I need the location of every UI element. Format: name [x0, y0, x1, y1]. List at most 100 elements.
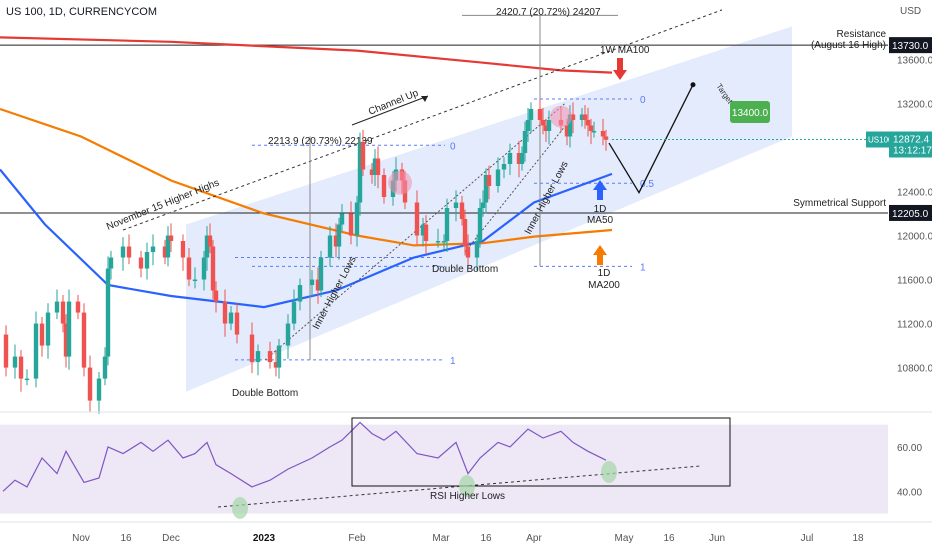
candle-body	[33, 323, 39, 379]
candle-body	[441, 241, 447, 243]
candle-body	[192, 279, 198, 282]
time-axis-tick: May	[615, 533, 634, 544]
resistance-note: (August 16 High)	[811, 40, 886, 51]
price-axis-tick: 12000.0	[897, 232, 932, 243]
time-axis-tick: Feb	[348, 533, 366, 544]
measurement-label: 2420.7 (20.72%) 24207	[496, 7, 601, 18]
candle-body	[165, 235, 171, 258]
ma50-label: 1D	[594, 204, 607, 215]
rsi-higher-lows-label: RSI Higher Lows	[430, 491, 505, 502]
candle-body	[162, 246, 168, 258]
price-axis-tick: 13200.0	[897, 99, 932, 110]
candle-body	[18, 356, 24, 379]
rsi-range-box	[351, 417, 731, 487]
candle-body	[579, 114, 585, 120]
ma50-label: MA50	[587, 215, 614, 226]
candle-body	[339, 213, 345, 225]
candle-body	[465, 246, 471, 258]
candle-body	[285, 323, 291, 346]
resistance-label: Resistance	[837, 29, 887, 40]
symbol-tag	[866, 131, 890, 148]
measurement-label: 2213.9 (20.73%) 22139	[268, 136, 373, 147]
currency-label: USD	[900, 6, 921, 17]
candle-body	[213, 290, 219, 302]
candle-body	[591, 130, 597, 133]
rsi-low-marker	[601, 461, 617, 483]
fib-level-label: 0	[450, 141, 456, 152]
candle-body	[507, 152, 513, 164]
ma100-arrow	[613, 58, 627, 80]
candle-body	[45, 312, 51, 346]
candle-body	[375, 158, 381, 175]
candle-body	[570, 114, 576, 120]
candle-body	[201, 257, 207, 280]
current-price-tag	[889, 131, 932, 158]
target-price-badge	[730, 101, 770, 123]
time-axis-tick: 2023	[253, 533, 276, 544]
candle-body	[582, 114, 588, 120]
rsi-line	[2, 421, 607, 492]
candle-body	[228, 312, 234, 324]
candle-body	[516, 152, 522, 164]
candle-body	[120, 246, 126, 258]
time-axis-tick: Apr	[526, 533, 542, 544]
candle-body	[144, 252, 150, 269]
candle-body	[495, 169, 501, 186]
candle-body	[537, 108, 543, 120]
candle-body	[204, 235, 210, 258]
ma200-label: 1D	[598, 268, 611, 279]
candle-body	[453, 202, 459, 209]
candle-body	[435, 241, 441, 243]
candle-body	[483, 174, 489, 203]
symbol-tag-label: US100	[868, 136, 893, 145]
rsi-axis-tick: 60.00	[897, 443, 922, 454]
level-price-tag-label: 12205.0	[892, 209, 929, 220]
candle-body	[564, 125, 570, 137]
price-axis-tick: 11200.0	[897, 320, 932, 331]
candle-body	[414, 202, 420, 236]
candle-body	[210, 246, 216, 291]
time-axis-tick: 16	[120, 533, 132, 544]
time-axis-tick: Dec	[162, 533, 180, 544]
double-bottom-label: Double Bottom	[432, 264, 498, 275]
price-axis-tick: 10800.0	[897, 364, 932, 375]
candle-body	[501, 163, 507, 170]
candle-body	[567, 114, 573, 137]
ma200-arrow	[593, 245, 607, 265]
candle-body	[519, 152, 525, 164]
candle-body	[522, 130, 528, 153]
level-price-tag	[889, 204, 932, 221]
candle-body	[267, 351, 273, 363]
channel-arrow	[351, 95, 429, 126]
level-price-tag	[889, 37, 932, 54]
rsi-band	[0, 424, 888, 514]
channel-up-area	[186, 26, 792, 392]
candle-body	[87, 367, 93, 401]
level-price-tag-label: 13730.0	[892, 41, 929, 52]
candle-body	[357, 141, 363, 203]
rsi-low-marker	[459, 475, 475, 497]
candle-body	[75, 301, 81, 313]
price-axis-tick: 12400.0	[897, 187, 932, 198]
target-point	[690, 82, 696, 88]
fib-level-label: 0	[640, 95, 646, 106]
candle-body	[474, 241, 480, 258]
candle-body	[291, 301, 297, 324]
candle-body	[150, 246, 156, 253]
candle-body	[336, 224, 342, 247]
candle-body	[126, 246, 132, 258]
candle-body	[309, 279, 315, 286]
moving-average-line	[0, 36, 613, 74]
target-price-label: 13400.0	[732, 108, 769, 119]
candle-body	[276, 345, 282, 368]
candle-body	[105, 268, 111, 357]
candle-body	[180, 241, 186, 258]
candle-body	[540, 119, 546, 126]
candle-body	[603, 136, 609, 140]
candle-body	[96, 378, 102, 401]
candle-body	[420, 224, 426, 236]
rsi-low-marker	[232, 497, 248, 519]
candle-body	[486, 174, 492, 186]
